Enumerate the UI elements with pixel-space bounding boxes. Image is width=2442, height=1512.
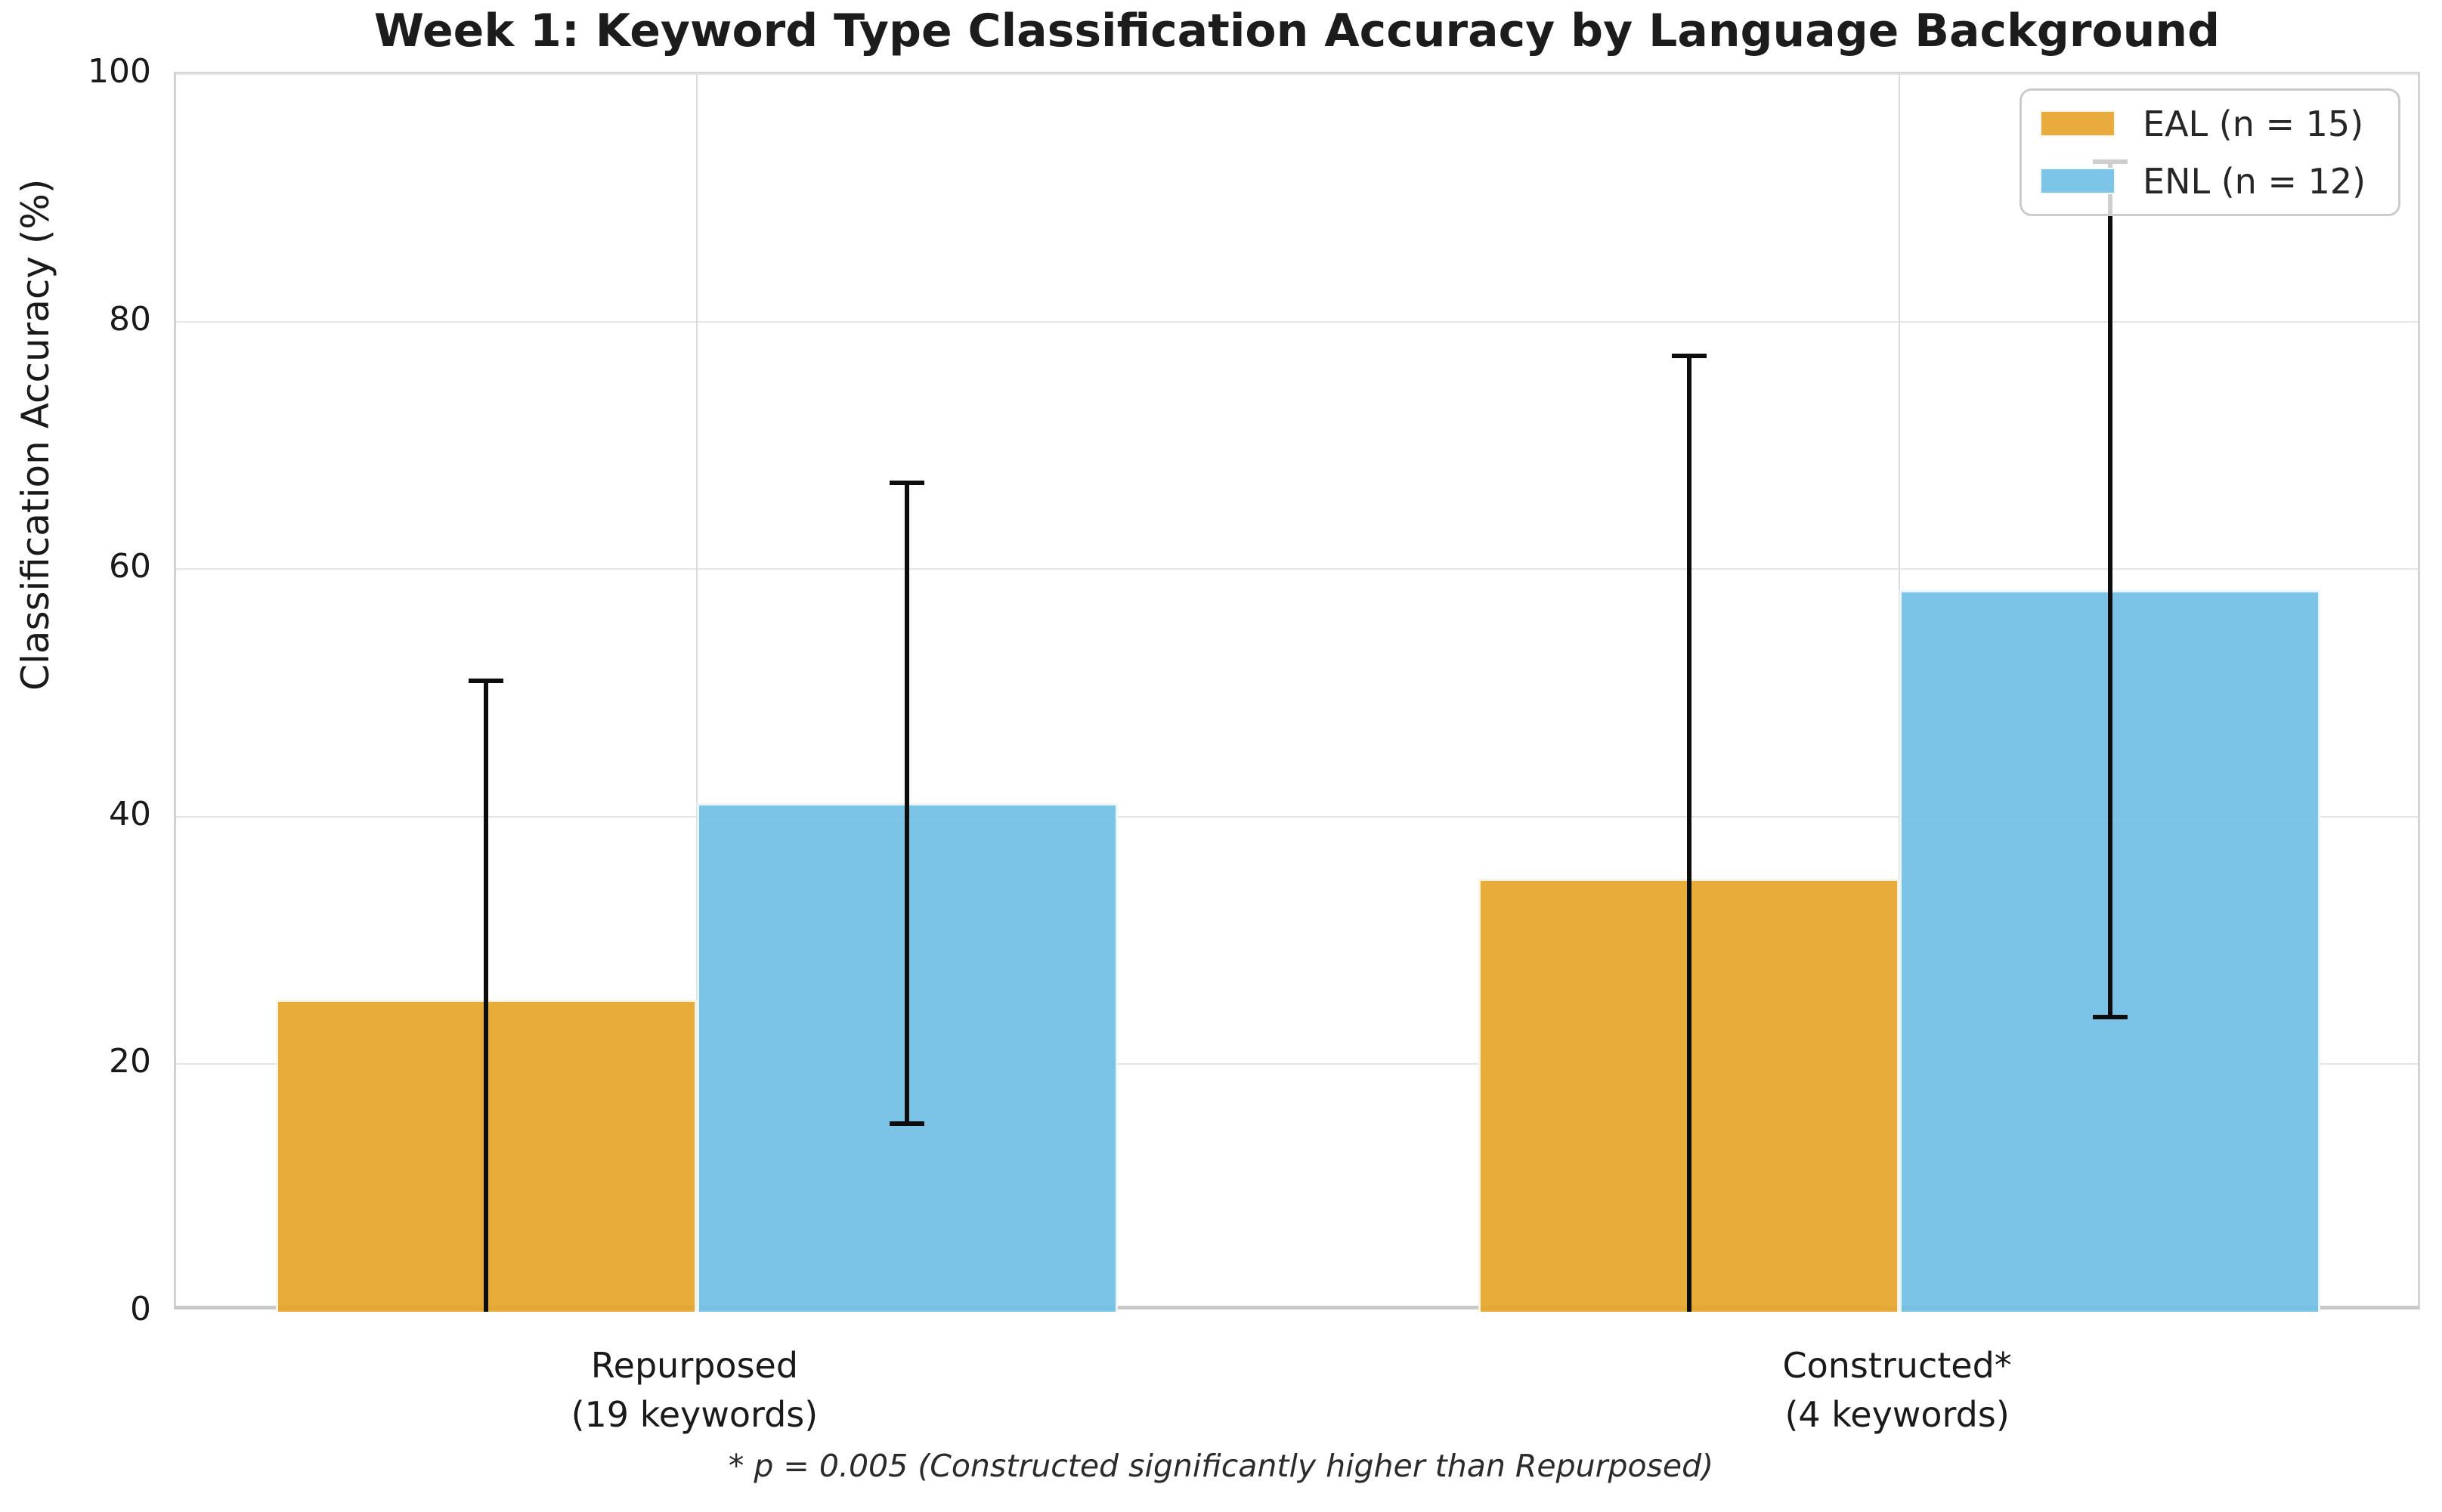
- y-axis-title: Classification Accuracy (%): [14, 178, 57, 691]
- error-bar-line: [484, 680, 489, 1312]
- error-bar-line: [1686, 356, 1691, 1312]
- y-gridline: [176, 320, 2418, 323]
- y-tick-label: 40: [109, 794, 151, 833]
- y-tick-label: 100: [88, 52, 151, 91]
- x-category-label-line: (19 keywords): [571, 1394, 819, 1436]
- y-gridline: [176, 815, 2418, 818]
- error-bar-cap-bottom: [2092, 1015, 2128, 1020]
- x-category-label: Repurposed (19 keywords): [354, 1341, 1035, 1440]
- y-tick-label: 0: [130, 1290, 151, 1328]
- y-gridline: [176, 1063, 2418, 1065]
- y-tick-label: 60: [109, 547, 151, 586]
- error-bar-line: [905, 482, 910, 1124]
- eal-legend-label: EAL (n = 15): [2143, 103, 2364, 144]
- x-category-label-line: (4 keywords): [1784, 1394, 2010, 1436]
- x-gridline: [695, 74, 698, 1306]
- enl-legend-swatch: [2040, 168, 2115, 194]
- y-tick-label: 80: [109, 299, 151, 339]
- eal-legend-swatch: [2040, 110, 2115, 137]
- x-category-label: Constructed* (4 keywords): [1557, 1341, 2237, 1440]
- significance-footnote: * p = 0.005 (Constructed significantly h…: [728, 1448, 1714, 1484]
- chart-title: Week 1: Keyword Type Classification Accu…: [373, 5, 2221, 57]
- legend-box: EAL (n = 15) ENL (n = 12): [2020, 88, 2400, 216]
- y-tick-label: 20: [109, 1042, 151, 1081]
- error-bar-line: [2107, 162, 2112, 1018]
- error-bar-cap-top: [469, 678, 504, 683]
- enl-legend-label: ENL (n = 12): [2143, 160, 2366, 202]
- x-category-label-line: Repurposed: [590, 1345, 799, 1386]
- y-gridline: [176, 73, 2418, 75]
- plot-area: [174, 72, 2420, 1312]
- error-bar-cap-bottom: [890, 1121, 925, 1127]
- y-gridline: [176, 568, 2418, 570]
- error-bar-cap-top: [890, 480, 925, 485]
- x-category-label-line: Constructed*: [1782, 1345, 2012, 1386]
- error-bar-cap-top: [1671, 354, 1707, 359]
- legend-row-eal: EAL (n = 15): [2040, 104, 2398, 144]
- legend-row-enl: ENL (n = 12): [2040, 161, 2398, 202]
